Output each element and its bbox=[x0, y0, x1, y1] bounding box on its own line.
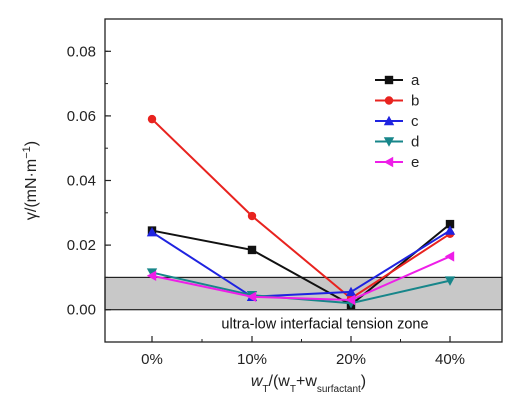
series-a-line bbox=[151, 223, 451, 307]
series-e-point bbox=[345, 294, 356, 306]
legend-label: d bbox=[411, 134, 419, 151]
legend-label: c bbox=[411, 113, 419, 130]
series-e-line bbox=[151, 255, 451, 302]
series-b-point bbox=[247, 211, 257, 221]
y-tick-label: 0.08 bbox=[67, 43, 96, 60]
legend-item-b: b bbox=[375, 93, 419, 110]
legend-item-c: c bbox=[375, 113, 419, 130]
legend-item-e: e bbox=[375, 154, 419, 171]
x-axis-title: wT/(wT+wsurfactant) bbox=[251, 373, 366, 395]
y-tick-label: 0.06 bbox=[67, 108, 96, 125]
series-a-point bbox=[445, 219, 455, 229]
series-e-point bbox=[444, 251, 455, 262]
axis-layer: 0.00 0.02 0.04 0.06 0.08 0% 10% 20% 40% bbox=[67, 18, 465, 368]
series-b-line bbox=[151, 118, 451, 300]
series-d-point bbox=[444, 276, 456, 286]
series-c-point bbox=[444, 225, 456, 235]
legend-marker bbox=[384, 96, 394, 105]
x-axis-title-plus: +w bbox=[296, 373, 317, 390]
series-c-point bbox=[345, 286, 357, 297]
y-tick-label: 0.00 bbox=[67, 302, 96, 319]
legend-marker bbox=[384, 75, 394, 85]
series-layer bbox=[146, 114, 456, 310]
x-axis-title-sub3: surfactant bbox=[317, 384, 361, 395]
y-axis-title: γ/(mN·m−1) bbox=[21, 141, 40, 220]
legend-label: e bbox=[411, 154, 419, 171]
x-axis-title-close: ) bbox=[361, 373, 366, 390]
x-tick-label: 10% bbox=[237, 351, 267, 368]
x-axis-title-mid: /(w bbox=[269, 373, 291, 390]
series-e bbox=[146, 251, 455, 306]
zone-label: ultra-low interfacial tension zone bbox=[221, 317, 428, 333]
legend-item-a: a bbox=[375, 72, 420, 89]
legend-label: a bbox=[411, 72, 420, 89]
series-b-point bbox=[147, 114, 157, 124]
y-axis-title-exponent: −1 bbox=[21, 146, 33, 159]
x-axis-title-sub1: T bbox=[262, 384, 268, 395]
legend-label: b bbox=[411, 93, 419, 110]
series-c-line bbox=[151, 229, 451, 298]
legend-marker bbox=[383, 137, 395, 147]
series-c-point bbox=[146, 226, 158, 237]
series-e-point bbox=[146, 270, 157, 281]
legend-item-d: d bbox=[375, 134, 419, 151]
y-axis-title-main: γ/(mN·m bbox=[23, 159, 40, 220]
legend-marker bbox=[383, 115, 395, 126]
y-axis-title-close: ) bbox=[23, 141, 40, 146]
y-tick-label: 0.02 bbox=[67, 237, 96, 254]
x-tick-label: 20% bbox=[336, 351, 366, 368]
series-e-point bbox=[246, 291, 257, 302]
x-tick-label: 0% bbox=[141, 351, 163, 368]
x-tick-label: 40% bbox=[435, 351, 465, 368]
series-a-point bbox=[247, 245, 257, 255]
legend-marker bbox=[383, 156, 394, 168]
x-axis-title-w1: w bbox=[251, 373, 264, 390]
x-axis-title-sub2: T bbox=[290, 384, 296, 395]
y-tick-label: 0.04 bbox=[67, 173, 96, 190]
